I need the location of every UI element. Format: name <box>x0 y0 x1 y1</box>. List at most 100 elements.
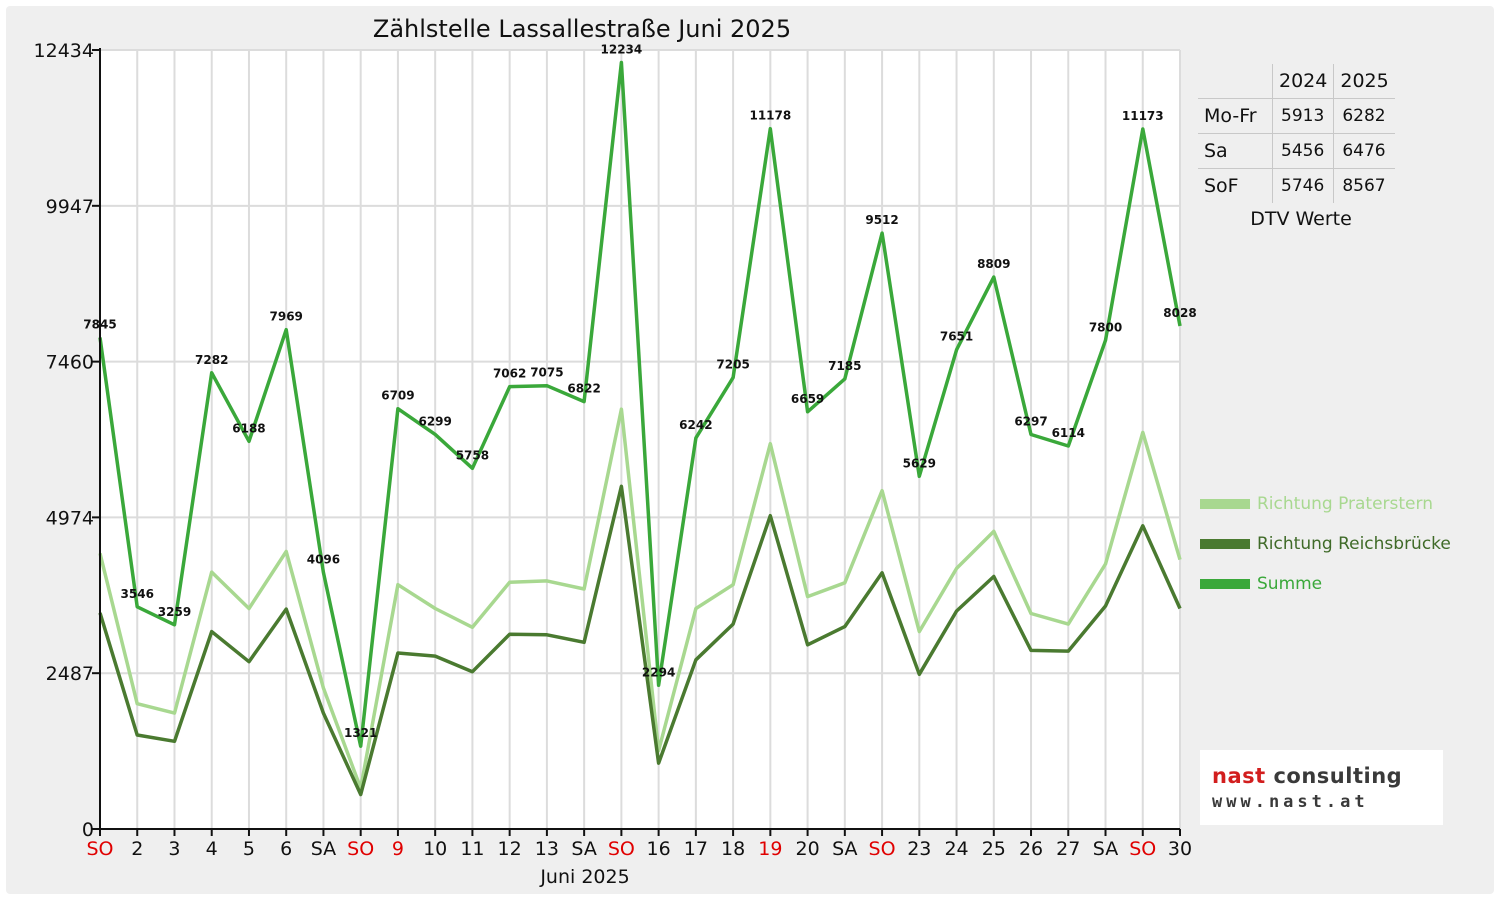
logo-url: www.nast.at <box>1212 792 1369 812</box>
series-layer <box>98 60 1182 797</box>
x-tick-label: 12 <box>498 838 522 860</box>
series-line <box>98 484 1182 797</box>
dtv-value-2025: 8567 <box>1333 168 1395 203</box>
x-tick-label: SA <box>832 838 857 860</box>
series-line <box>98 407 1182 791</box>
dtv-row-mofr: Mo-Fr 5913 6282 <box>1198 98 1395 134</box>
x-tick-label: 25 <box>982 838 1006 860</box>
dtv-value-2025: 6282 <box>1333 98 1395 134</box>
x-tick-label: 20 <box>795 838 819 860</box>
y-tick-label: 9947 <box>46 196 94 218</box>
logo-word-consulting: consulting <box>1273 764 1403 788</box>
data-label: 7185 <box>828 359 861 373</box>
y-tick-label: 0 <box>82 819 94 841</box>
data-label: 6659 <box>791 392 824 406</box>
dtv-value-2025: 6476 <box>1333 133 1395 169</box>
chart-title: Zählstelle Lassallestraße Juni 2025 <box>373 15 791 43</box>
y-tick-label: 2487 <box>46 663 94 685</box>
x-axis-label: Juni 2025 <box>539 866 629 888</box>
x-tick-label: 24 <box>944 838 968 860</box>
x-tick-label: SO <box>608 838 635 860</box>
x-tick-label: SO <box>347 838 374 860</box>
data-label: 7205 <box>716 358 749 372</box>
plot-background <box>100 50 1180 829</box>
y-tick-label: 4974 <box>46 507 94 529</box>
x-tick-label: SO <box>86 838 113 860</box>
legend-label: Richtung Reichsbrücke <box>1257 534 1451 554</box>
x-tick-label: SA <box>1093 838 1118 860</box>
data-label: 2294 <box>642 665 675 679</box>
x-tick-label: 18 <box>721 838 745 860</box>
x-tick-label: SO <box>869 838 896 860</box>
legend-swatch <box>1200 539 1250 549</box>
logo-wordmark: nast consulting <box>1212 764 1402 788</box>
data-label: 8028 <box>1163 306 1196 320</box>
data-label: 7062 <box>493 367 526 381</box>
grid-lines <box>100 49 1181 829</box>
data-label: 7800 <box>1089 320 1122 334</box>
data-label: 9512 <box>865 213 898 227</box>
data-label: 6114 <box>1052 426 1085 440</box>
x-tick-label: 4 <box>206 838 218 860</box>
x-tick-label: SA <box>311 838 336 860</box>
data-label: 6299 <box>418 414 451 428</box>
x-tick-label: 10 <box>423 838 447 860</box>
dtv-header-blank <box>1198 64 1273 99</box>
legend-item-reichsbruecke: Richtung Reichsbrücke <box>1200 534 1451 554</box>
data-label: 6242 <box>679 418 712 432</box>
data-label: 6709 <box>381 389 414 403</box>
dtv-table: 2024 2025 Mo-Fr 5913 6282 Sa 5456 6476 S… <box>1198 64 1395 203</box>
dtv-value-2024: 5456 <box>1271 133 1334 169</box>
y-tick-label: 12434 <box>34 40 94 62</box>
company-logo: nast consulting www.nast.at <box>1200 750 1443 825</box>
data-label: 4096 <box>307 552 340 566</box>
data-label: 7651 <box>940 330 973 344</box>
plot-area <box>100 50 1180 829</box>
dtv-row-label: Mo-Fr <box>1198 98 1273 134</box>
legend-swatch <box>1200 579 1250 589</box>
data-label: 3259 <box>158 605 191 619</box>
dtv-row-label: SoF <box>1198 168 1273 203</box>
data-label: 7282 <box>195 353 228 367</box>
x-tick-label: SO <box>1129 838 1156 860</box>
x-tick-label: 30 <box>1168 838 1192 860</box>
dtv-row-sof: SoF 5746 8567 <box>1198 168 1395 203</box>
x-tick-label: 2 <box>131 838 143 860</box>
data-label: 7969 <box>270 310 303 324</box>
dtv-header-2024: 2024 <box>1271 64 1334 99</box>
x-tick-label: 19 <box>758 838 782 860</box>
legend-item-summe: Summe <box>1200 574 1451 594</box>
x-tick-label: SA <box>571 838 596 860</box>
data-label: 5758 <box>456 448 489 462</box>
dtv-row-sa: Sa 5456 6476 <box>1198 133 1395 169</box>
chart-legend: Richtung Praterstern Richtung Reichsbrüc… <box>1200 494 1451 614</box>
x-tick-label: 9 <box>392 838 404 860</box>
legend-item-praterstern: Richtung Praterstern <box>1200 494 1451 514</box>
legend-label: Summe <box>1257 574 1323 594</box>
dtv-header-2025: 2025 <box>1333 64 1395 99</box>
data-label: 11178 <box>749 109 791 123</box>
x-tick-label: 11 <box>460 838 484 860</box>
data-labels: 7845354632597282618879694096132167096299… <box>83 43 1196 741</box>
x-tick-label: 26 <box>1019 838 1043 860</box>
legend-swatch <box>1200 499 1250 509</box>
data-label: 6822 <box>567 382 600 396</box>
x-tick-label: 16 <box>647 838 671 860</box>
data-label: 12234 <box>601 43 643 57</box>
x-tick-label: 17 <box>684 838 708 860</box>
data-label: 6297 <box>1014 414 1047 428</box>
x-tick-label: 3 <box>168 838 180 860</box>
y-tick-label: 7460 <box>46 352 94 374</box>
series-line <box>98 60 1182 748</box>
legend-label: Richtung Praterstern <box>1257 494 1433 514</box>
x-tick-label: 13 <box>535 838 559 860</box>
data-label: 6188 <box>232 421 265 435</box>
data-label: 1321 <box>344 726 377 740</box>
dtv-row-label: Sa <box>1198 133 1273 169</box>
x-tick-label: 23 <box>907 838 931 860</box>
dtv-value-2024: 5913 <box>1271 98 1334 134</box>
x-tick-label: 6 <box>280 838 292 860</box>
data-label: 3546 <box>121 587 154 601</box>
